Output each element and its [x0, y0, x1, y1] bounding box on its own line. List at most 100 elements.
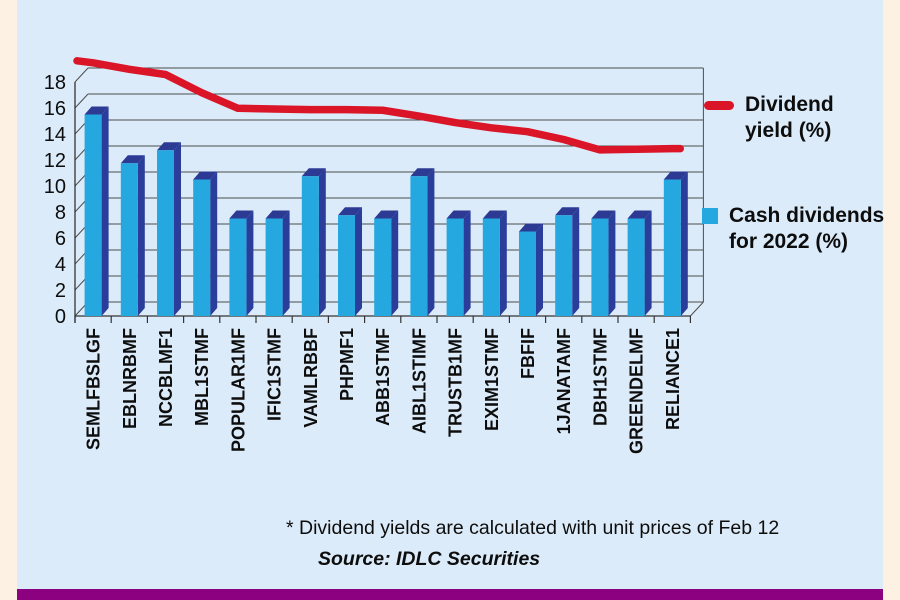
bar-front-face: [120, 163, 138, 316]
bar-front-face: [229, 218, 247, 316]
bar-front-face: [410, 176, 428, 316]
x-category-label-AIBL1STIMF: AIBL1STIMF: [409, 328, 429, 434]
bar-top-face: [519, 223, 543, 232]
y-tick-label: 10: [44, 176, 66, 198]
y-tick-label: 0: [55, 306, 66, 328]
bar-NCCBLMF1: [157, 142, 181, 316]
legend-line-label: Dividend yield (%): [745, 93, 834, 142]
x-category-label-POPULAR1MF: POPULAR1MF: [228, 328, 248, 452]
bar-top-face: [193, 171, 218, 180]
bar-side-face: [355, 207, 362, 316]
bar-front-face: [627, 218, 645, 316]
bar-top-face: [591, 210, 616, 219]
bar-series-swatch: [702, 208, 718, 224]
x-category-label-EXIM1STMF: EXIM1STMF: [482, 328, 502, 431]
bar-top-face: [410, 168, 435, 177]
y-tick-label: 2: [55, 280, 66, 302]
bottom-purple-bar: [17, 589, 883, 600]
bar-ABB1STMF: [374, 210, 399, 316]
bar-top-face: [446, 210, 471, 219]
x-category-label-IFIC1STMF: IFIC1STMF: [265, 328, 285, 421]
bar-top-face: [482, 210, 507, 219]
bar-EXIM1STMF: [482, 210, 507, 316]
bar-front-face: [301, 176, 319, 316]
y-tick-label: 12: [44, 150, 66, 172]
bar-AIBL1STIMF: [410, 168, 435, 316]
bar-side-face: [246, 210, 254, 316]
bar-front-face: [663, 179, 681, 316]
bar-POPULAR1MF: [229, 210, 254, 316]
bar-top-face: [120, 155, 145, 164]
bar-side-face: [536, 223, 543, 316]
bar-front-face: [374, 218, 392, 316]
bar-top-face: [338, 207, 362, 216]
bar-PHPMF1: [338, 207, 362, 316]
x-category-label-ABB1STMF: ABB1STMF: [373, 328, 393, 426]
y-tick-label: 14: [44, 124, 66, 146]
x-category-label-EBLNRBMF: EBLNRBMF: [120, 328, 140, 429]
bar-front-face: [446, 218, 464, 316]
y-tick-label: 8: [55, 202, 66, 224]
legend-item-dividend-yield: Dividend yield (%): [704, 92, 834, 143]
bar-front-face: [591, 218, 609, 316]
bar-GREENDELMF: [627, 210, 652, 316]
bar-top-face: [374, 210, 399, 219]
bar-top-face: [229, 210, 254, 219]
bar-1JANATAMF: [555, 207, 580, 316]
bar-side-face: [282, 210, 290, 316]
x-category-label-SEMLFBSLGF: SEMLFBSLGF: [84, 328, 104, 450]
x-category-label-NCCBLMF1: NCCBLMF1: [156, 328, 176, 427]
bar-side-face: [174, 142, 181, 316]
bar-top-face: [555, 207, 580, 216]
bar-top-face: [265, 210, 290, 219]
x-category-label-DBH1STMF: DBH1STMF: [590, 328, 610, 426]
bar-side-face: [391, 210, 399, 316]
grid-depth-connector: [74, 93, 89, 109]
grid-depth-connector: [74, 67, 89, 83]
bar-side-face: [463, 210, 471, 316]
bar-FBFIF: [519, 223, 543, 316]
bar-VAMLRBBF: [301, 168, 326, 316]
bar-side-face: [210, 171, 218, 316]
x-category-label-GREENDELMF: GREENDELMF: [627, 328, 647, 454]
bar-MBL1STMF: [193, 171, 218, 316]
y-tick-label: 4: [55, 254, 66, 276]
bar-side-face: [680, 171, 688, 316]
legend-item-cash-dividends: Cash dividends for 2022 (%): [702, 203, 884, 254]
bar-side-face: [101, 106, 109, 316]
bar-top-face: [301, 168, 326, 177]
bar-front-face: [555, 215, 573, 316]
footnote-source: Source: IDLC Securities: [318, 548, 541, 570]
footnote-note: * Dividend yields are calculated with un…: [286, 517, 780, 539]
bar-SEMLFBSLGF: [84, 106, 109, 316]
bar-front-face: [482, 218, 500, 316]
x-category-label-TRUSTB1MF: TRUSTB1MF: [446, 328, 466, 437]
bar-side-face: [572, 207, 580, 316]
bar-top-face: [663, 171, 688, 180]
bar-front-face: [519, 231, 536, 316]
x-category-label-MBL1STMF: MBL1STMF: [192, 328, 212, 426]
bar-front-face: [265, 218, 283, 316]
bar-side-face: [499, 210, 507, 316]
floor-right-depth-edge: [690, 301, 704, 317]
bar-front-face: [193, 179, 211, 316]
x-category-label-PHPMF1: PHPMF1: [337, 328, 357, 401]
bar-EBLNRBMF: [120, 155, 145, 316]
legend-bar-label: Cash dividends for 2022 (%): [729, 204, 885, 253]
bar-side-face: [427, 168, 435, 316]
bar-front-face: [338, 215, 355, 316]
x-category-label-VAMLRBBF: VAMLRBBF: [301, 328, 321, 428]
bar-side-face: [644, 210, 652, 316]
plot-area: 0 2 4 6 8 10 12 14 16 18 SEMLFBSLGF EBLNRBMF NCCBLMF…: [44, 57, 704, 454]
y-tick-label: 6: [55, 228, 66, 250]
bar-front-face: [157, 150, 174, 316]
bar-TRUSTB1MF: [446, 210, 471, 316]
bar-top-face: [627, 210, 652, 219]
bar-top-face: [157, 142, 181, 151]
x-category-label-FBFIF: FBFIF: [518, 328, 538, 379]
x-category-label-1JANATAMF: 1JANATAMF: [554, 328, 574, 434]
bar-side-face: [318, 168, 326, 316]
y-tick-label: 18: [44, 72, 66, 94]
bar-IFIC1STMF: [265, 210, 290, 316]
